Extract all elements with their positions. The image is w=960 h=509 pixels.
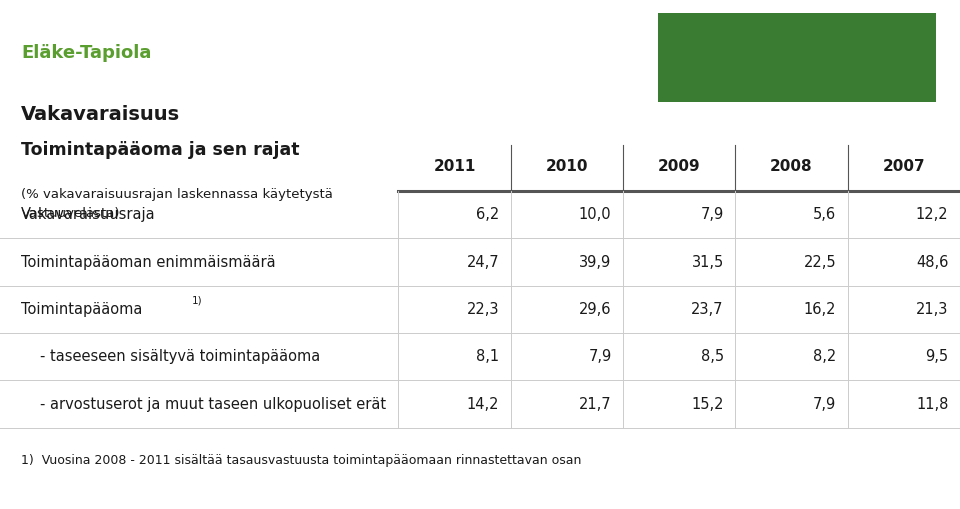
Text: 22,3: 22,3 — [467, 302, 499, 317]
Text: 48,6: 48,6 — [916, 254, 948, 270]
Text: 11,8: 11,8 — [916, 397, 948, 412]
Text: 2009: 2009 — [658, 159, 701, 175]
Text: 24,7: 24,7 — [467, 254, 499, 270]
Text: 21,3: 21,3 — [916, 302, 948, 317]
Text: 7,9: 7,9 — [701, 207, 724, 222]
Text: 39,9: 39,9 — [579, 254, 612, 270]
Text: 10,0: 10,0 — [579, 207, 612, 222]
Text: 16,2: 16,2 — [804, 302, 836, 317]
Text: Toimintapääoma: Toimintapääoma — [21, 302, 147, 317]
Text: 22,5: 22,5 — [804, 254, 836, 270]
Text: 2008: 2008 — [770, 159, 813, 175]
Text: 7,9: 7,9 — [813, 397, 836, 412]
Text: 2007: 2007 — [882, 159, 925, 175]
Text: 2010: 2010 — [545, 159, 588, 175]
Text: 31,5: 31,5 — [691, 254, 724, 270]
Text: 29,6: 29,6 — [579, 302, 612, 317]
Text: 14,2: 14,2 — [467, 397, 499, 412]
Text: 8,2: 8,2 — [813, 349, 836, 364]
Text: - arvostuserot ja muut taseen ulkopuoliset erät: - arvostuserot ja muut taseen ulkopuolis… — [40, 397, 387, 412]
Text: 8,5: 8,5 — [701, 349, 724, 364]
Text: 8,1: 8,1 — [476, 349, 499, 364]
Text: 2011: 2011 — [433, 159, 476, 175]
Text: Vakavaraisuusraja: Vakavaraisuusraja — [21, 207, 156, 222]
Text: (% vakavaraisuusrajan laskennassa käytetystä
vastuuvelasta): (% vakavaraisuusrajan laskennassa käytet… — [21, 188, 333, 220]
Text: 6,2: 6,2 — [476, 207, 499, 222]
Text: Vakavaraisuus: Vakavaraisuus — [21, 105, 180, 124]
Text: 9,5: 9,5 — [925, 349, 948, 364]
Text: 7,9: 7,9 — [588, 349, 612, 364]
Text: 5,6: 5,6 — [813, 207, 836, 222]
Text: Toimintapääoma ja sen rajat: Toimintapääoma ja sen rajat — [21, 141, 300, 159]
Text: 23,7: 23,7 — [691, 302, 724, 317]
Text: 1): 1) — [192, 295, 203, 305]
Text: 1)  Vuosina 2008 - 2011 sisältää tasausvastuusta toimintapääomaan rinnastettavan: 1) Vuosina 2008 - 2011 sisältää tasausva… — [21, 455, 582, 467]
Text: TAPİOLA: TAPİOLA — [728, 43, 866, 71]
Text: Eläke-Tapiola: Eläke-Tapiola — [21, 44, 152, 63]
Text: Toimintapääoman enimmäismäärä: Toimintapääoman enimmäismäärä — [21, 254, 276, 270]
Text: Ennakkotietoja tilinpäätös 2011: Ennakkotietoja tilinpäätös 2011 — [694, 46, 936, 61]
Text: 12,2: 12,2 — [916, 207, 948, 222]
Text: 15,2: 15,2 — [691, 397, 724, 412]
Text: - taseeseen sisältyvä toimintapääoma: - taseeseen sisältyvä toimintapääoma — [40, 349, 321, 364]
Text: 21,7: 21,7 — [579, 397, 612, 412]
